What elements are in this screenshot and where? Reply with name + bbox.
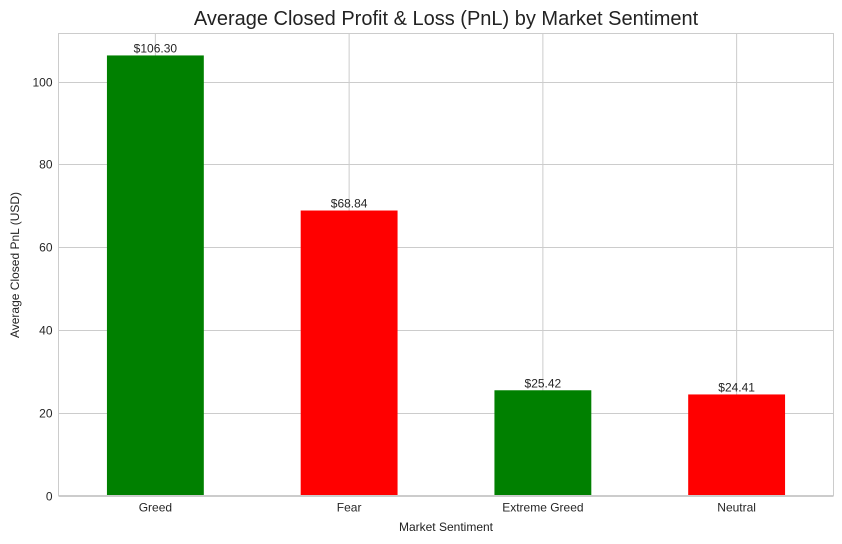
x-tick-label: Neutral bbox=[717, 501, 756, 515]
x-tick-label: Extreme Greed bbox=[502, 501, 583, 515]
plot-area-frame bbox=[58, 33, 834, 496]
chart-title: Average Closed Profit & Loss (PnL) by Ma… bbox=[194, 8, 699, 30]
bar-value-label: $25.42 bbox=[525, 376, 562, 390]
bar-extreme-greed bbox=[494, 390, 592, 496]
y-tick-label: 0 bbox=[46, 490, 53, 504]
y-tick-label: 80 bbox=[39, 158, 53, 172]
x-axis-ticks: Greed Fear Extreme Greed Neutral bbox=[139, 501, 756, 515]
y-tick-label: 100 bbox=[32, 76, 52, 90]
bar-value-label: $24.41 bbox=[718, 380, 755, 394]
y-axis-label: Average Closed PnL (USD) bbox=[8, 192, 22, 338]
bar-value-label: $106.30 bbox=[134, 41, 178, 55]
y-tick-label: 20 bbox=[39, 407, 53, 421]
x-axis-label: Market Sentiment bbox=[399, 520, 494, 534]
bar-fear bbox=[300, 210, 398, 496]
bars bbox=[106, 55, 786, 496]
bar-greed bbox=[106, 55, 204, 496]
bar-neutral bbox=[688, 394, 786, 496]
y-tick-label: 40 bbox=[39, 324, 53, 338]
y-axis-ticks: 0 20 40 60 80 100 bbox=[32, 76, 52, 504]
data-labels: $106.30 $68.84 $25.42 $24.41 bbox=[134, 41, 756, 394]
y-tick-label: 60 bbox=[39, 241, 53, 255]
x-tick-label: Fear bbox=[337, 501, 362, 515]
bar-value-label: $68.84 bbox=[331, 197, 368, 211]
x-tick-label: Greed bbox=[139, 501, 172, 515]
